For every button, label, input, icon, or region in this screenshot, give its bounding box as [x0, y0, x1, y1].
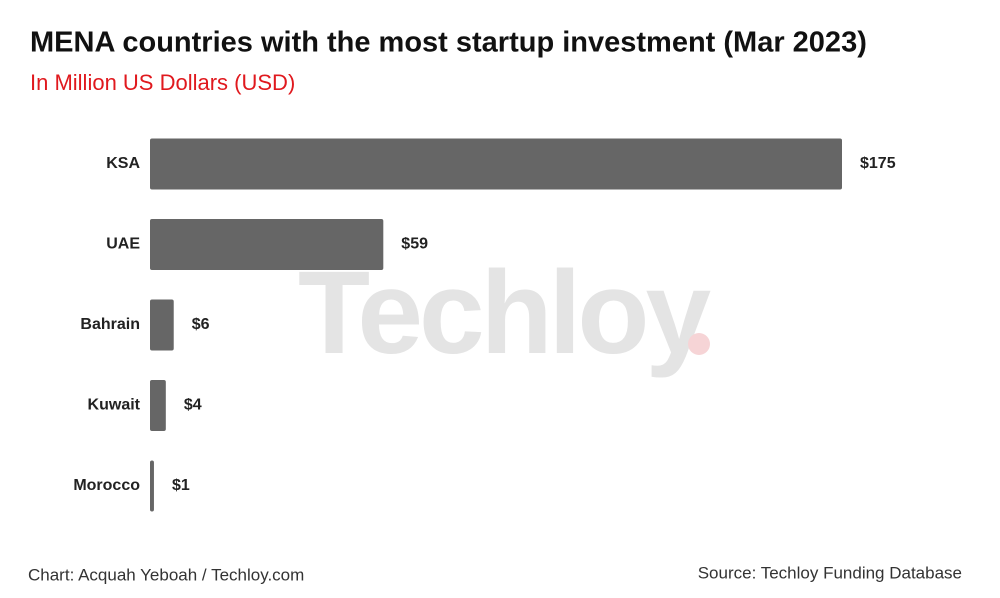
y-tick-label: Kuwait — [88, 397, 141, 414]
y-tick-label: KSA — [106, 155, 140, 172]
source: Source: Techloy Funding Database — [698, 563, 962, 582]
bar — [150, 299, 174, 351]
value-label: $4 — [184, 397, 202, 414]
value-label: $59 — [401, 236, 428, 253]
chart-subtitle: In Million US Dollars (USD) — [30, 70, 295, 95]
value-label: $6 — [192, 316, 210, 333]
credit: Chart: Acquah Yeboah / Techloy.com — [28, 565, 304, 584]
bar — [150, 219, 384, 270]
watermark-dot — [688, 333, 710, 355]
value-label: $1 — [172, 477, 190, 494]
bar — [150, 460, 154, 512]
bar — [150, 380, 166, 431]
y-tick-label: UAE — [106, 236, 140, 253]
y-tick-label: Morocco — [73, 477, 140, 494]
chart-title: MENA countries with the most startup inv… — [30, 27, 867, 59]
value-label: $175 — [860, 155, 896, 172]
y-tick-label: Bahrain — [80, 316, 140, 333]
bar — [150, 138, 842, 190]
